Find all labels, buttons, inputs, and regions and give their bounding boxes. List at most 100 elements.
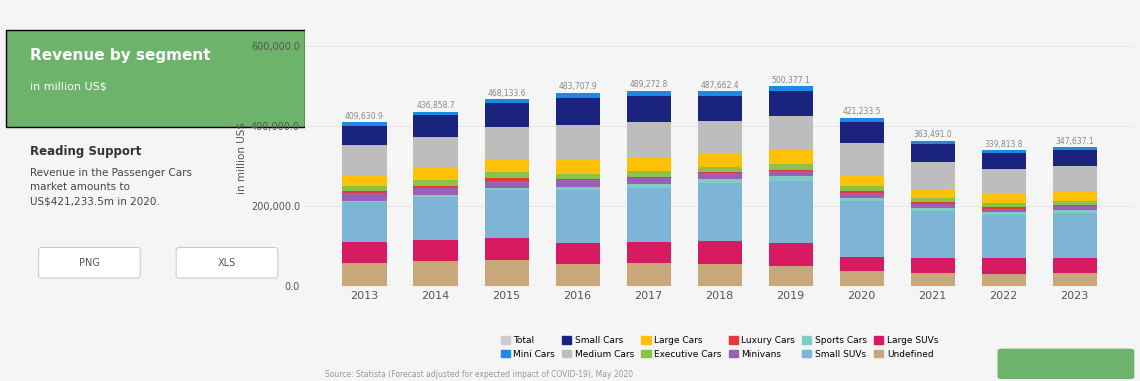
Bar	[627, 122, 670, 157]
Bar	[342, 242, 386, 263]
Bar	[555, 264, 600, 286]
Text: Revenue in the Passenger Cars
market amounts to
US$421,233.5m in 2020.: Revenue in the Passenger Cars market amo…	[30, 168, 192, 207]
Bar	[342, 191, 386, 193]
Bar	[911, 208, 954, 211]
Bar	[1052, 210, 1097, 213]
FancyBboxPatch shape	[39, 248, 140, 278]
Bar	[911, 189, 954, 198]
Bar	[555, 189, 600, 243]
Bar	[342, 186, 386, 191]
Bar	[342, 126, 386, 145]
Bar	[768, 176, 813, 181]
Bar	[839, 118, 884, 122]
Bar	[768, 91, 813, 117]
Bar	[414, 197, 457, 240]
Bar	[1052, 273, 1097, 286]
Bar	[839, 257, 884, 271]
Bar	[982, 213, 1026, 215]
Bar	[342, 145, 386, 176]
Bar	[484, 159, 529, 172]
Bar	[414, 168, 457, 180]
Bar	[982, 170, 1026, 194]
Bar	[1052, 207, 1097, 210]
Bar	[768, 171, 813, 176]
Bar	[555, 160, 600, 173]
Bar	[627, 184, 670, 187]
Bar	[982, 258, 1026, 274]
Bar	[555, 180, 600, 187]
Bar	[555, 243, 600, 264]
Bar	[1052, 191, 1097, 201]
Bar	[484, 188, 529, 190]
Bar	[627, 263, 670, 286]
Bar	[1052, 150, 1097, 166]
Bar	[414, 115, 457, 137]
Bar	[342, 263, 386, 286]
Bar	[768, 150, 813, 164]
Bar	[1052, 147, 1097, 150]
Bar	[839, 193, 884, 198]
Bar	[911, 144, 954, 162]
Bar	[982, 207, 1026, 209]
Bar	[342, 201, 386, 202]
Bar	[627, 157, 670, 171]
Bar	[484, 172, 529, 178]
Bar	[555, 93, 600, 98]
Bar	[911, 141, 954, 144]
Bar	[698, 96, 741, 120]
Bar	[982, 150, 1026, 153]
Text: 436,858.7: 436,858.7	[416, 101, 455, 110]
Text: 363,491.0: 363,491.0	[913, 130, 952, 139]
Bar	[698, 172, 741, 173]
Bar	[839, 122, 884, 143]
Bar	[1052, 213, 1097, 258]
Text: 489,272.8: 489,272.8	[629, 80, 668, 89]
Bar	[342, 193, 386, 201]
Bar	[911, 202, 954, 204]
Bar	[839, 271, 884, 286]
Bar	[839, 143, 884, 175]
Bar	[768, 266, 813, 286]
Bar	[839, 191, 884, 193]
Bar	[982, 153, 1026, 170]
Text: Source: Statista (Forecast adjusted for expected impact of COVID-19), May 2020: Source: Statista (Forecast adjusted for …	[325, 370, 633, 379]
Bar	[484, 126, 529, 159]
FancyBboxPatch shape	[177, 248, 278, 278]
Bar	[484, 99, 529, 103]
Text: 421,233.5: 421,233.5	[842, 107, 881, 116]
Bar	[627, 178, 670, 184]
Text: Reading Support: Reading Support	[30, 145, 141, 158]
Bar	[982, 209, 1026, 213]
Text: Revenue by segment: Revenue by segment	[30, 48, 210, 63]
Bar	[698, 120, 741, 154]
Bar	[342, 122, 386, 126]
Bar	[839, 186, 884, 191]
Text: 339,813.8: 339,813.8	[984, 140, 1023, 149]
Bar	[698, 179, 741, 183]
Bar	[911, 162, 954, 189]
Bar	[698, 241, 741, 264]
Bar	[414, 188, 457, 195]
Bar	[768, 86, 813, 91]
Bar	[414, 261, 457, 286]
Bar	[555, 125, 600, 160]
Bar	[484, 238, 529, 260]
Bar	[982, 194, 1026, 203]
Text: 468,133.6: 468,133.6	[487, 89, 526, 98]
Y-axis label: in million US$: in million US$	[237, 122, 246, 194]
Legend: Total, Mini Cars, Small Cars, Medium Cars, Large Cars, Executive Cars, Luxury Ca: Total, Mini Cars, Small Cars, Medium Car…	[500, 336, 938, 359]
Bar	[768, 117, 813, 150]
Bar	[911, 198, 954, 202]
Bar	[627, 242, 670, 263]
Bar	[1052, 201, 1097, 205]
Bar	[414, 240, 457, 261]
Bar	[698, 264, 741, 286]
Bar	[1052, 205, 1097, 207]
Bar	[768, 164, 813, 170]
Text: 347,637.1: 347,637.1	[1056, 137, 1094, 146]
Bar	[839, 198, 884, 201]
Bar	[1052, 258, 1097, 273]
Bar	[911, 273, 954, 286]
Bar	[982, 203, 1026, 207]
Bar	[698, 91, 741, 96]
